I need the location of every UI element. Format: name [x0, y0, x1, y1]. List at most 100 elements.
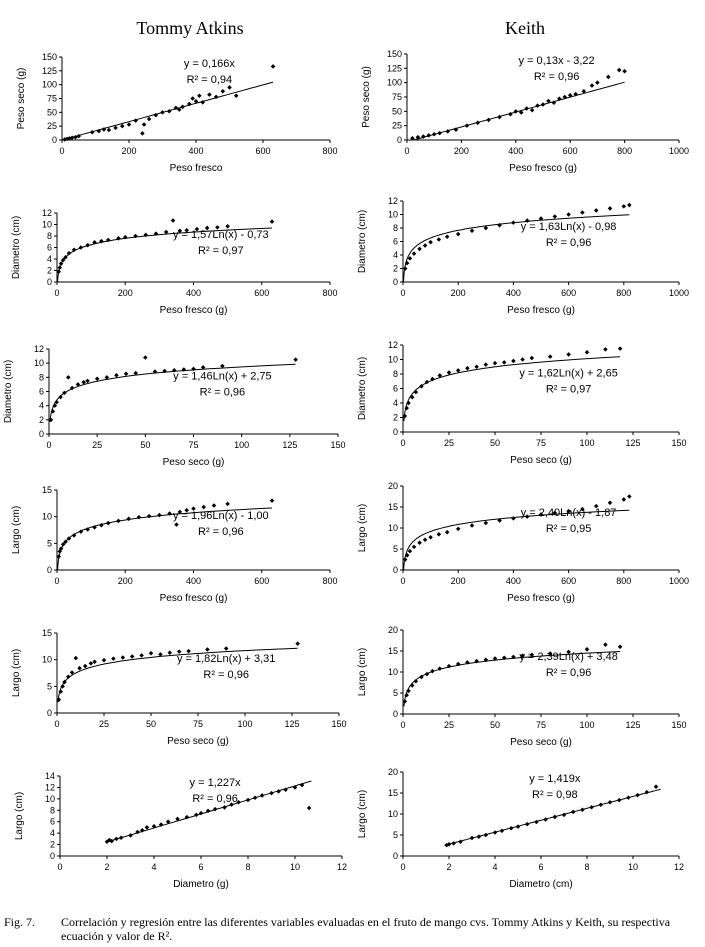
y-tick-label: 75 — [392, 92, 402, 102]
data-point — [162, 368, 167, 374]
x-tick-label: 100 — [579, 438, 594, 448]
x-tick-label: 10 — [628, 862, 638, 872]
y-tick-label: 12 — [45, 782, 55, 792]
y-axis-label: Largo (cm) — [11, 506, 22, 554]
data-point — [66, 674, 71, 679]
x-tick-label: 600 — [254, 288, 269, 298]
caption-text: Correlación y regresión entre las difere… — [61, 915, 671, 943]
x-tick-label: 100 — [237, 719, 252, 729]
data-point — [225, 501, 230, 507]
x-tick-label: 200 — [454, 146, 469, 156]
data-point — [584, 349, 590, 355]
data-point — [428, 534, 433, 540]
x-axis-label: Peso fresco (g) — [160, 305, 228, 316]
x-tick-label: 400 — [186, 288, 201, 298]
data-point — [566, 352, 571, 357]
x-axis-label: Peso fresco (g) — [509, 163, 577, 174]
y-tick-label: 10 — [388, 210, 398, 220]
x-tick-label: 50 — [140, 440, 150, 450]
x-tick-label: 12 — [337, 862, 347, 872]
r-squared-label: R² = 0,96 — [534, 71, 580, 83]
data-point — [402, 557, 408, 562]
data-point — [469, 228, 475, 233]
data-point — [547, 651, 553, 656]
data-point — [85, 378, 90, 384]
x-tick-label: 125 — [282, 440, 297, 450]
y-tick-label: 50 — [47, 107, 57, 117]
data-point — [437, 373, 443, 378]
data-point — [492, 656, 498, 661]
data-point — [529, 355, 535, 361]
x-tick-label: 150 — [671, 720, 686, 730]
data-point — [464, 123, 470, 128]
x-tick-label: 2 — [446, 862, 451, 872]
x-tick-label: 200 — [121, 146, 136, 156]
data-point — [128, 833, 133, 838]
data-point — [419, 384, 424, 389]
y-tick-label: 0 — [47, 565, 52, 575]
y-axis-label: Peso seco (g) — [16, 68, 27, 130]
data-point — [455, 526, 461, 532]
data-point — [497, 518, 502, 523]
y-tick-label: 0 — [393, 427, 398, 437]
data-point — [166, 108, 172, 114]
y-axis-label: Largo (cm) — [357, 648, 368, 696]
y-tick-label: 5 — [393, 688, 398, 698]
data-point — [483, 362, 489, 367]
x-tick-label: 150 — [671, 438, 686, 448]
x-tick-label: 800 — [322, 576, 337, 586]
y-tick-label: 5 — [47, 681, 52, 691]
data-point — [190, 96, 195, 101]
y-tick-label: 8 — [47, 231, 52, 241]
data-point — [269, 498, 275, 503]
x-tick-label: 600 — [561, 288, 576, 298]
data-point — [453, 127, 459, 132]
data-point — [445, 129, 451, 134]
x-tick-label: 125 — [625, 720, 640, 730]
x-tick-label: 800 — [617, 146, 632, 156]
regression-equation: y = 0,166x — [184, 58, 236, 70]
x-tick-label: 600 — [563, 146, 578, 156]
data-point — [455, 661, 461, 667]
fit-curve — [403, 356, 621, 421]
y-tick-label: 6 — [47, 243, 52, 253]
data-point — [194, 812, 199, 818]
data-point — [497, 114, 502, 120]
y-tick-label: 0 — [393, 565, 398, 575]
data-point — [458, 839, 463, 844]
data-point — [430, 668, 435, 674]
y-tick-label: 0 — [47, 708, 52, 718]
y-tick-label: 2 — [39, 415, 44, 425]
data-point — [607, 799, 613, 805]
data-point — [627, 494, 632, 499]
data-point — [62, 390, 67, 396]
x-tick-label: 10 — [290, 862, 300, 872]
data-point — [306, 805, 312, 811]
x-tick-label: 4 — [151, 862, 156, 872]
data-point — [146, 116, 152, 122]
y-tick-label: 0 — [39, 429, 44, 439]
y-tick-label: 0 — [393, 851, 398, 861]
data-point — [653, 784, 659, 789]
data-point — [122, 234, 128, 240]
r-squared-label: R² = 0,96 — [192, 793, 238, 805]
data-point — [603, 347, 608, 352]
data-point — [69, 135, 75, 141]
y-tick-label: 8 — [50, 805, 55, 815]
y-tick-label: 8 — [393, 223, 398, 233]
data-point — [144, 825, 150, 830]
data-point — [486, 117, 491, 123]
x-axis-label: Peso fresco (g) — [507, 305, 575, 316]
chart-12: 0 2 4 6 8 10 12 0 5 10 15 20 Diametro (cm) Largo (cm)… — [357, 767, 684, 890]
x-tick-label: 800 — [616, 288, 631, 298]
data-point — [407, 548, 413, 554]
data-point — [534, 819, 539, 825]
caption-label: Fig. 7. — [4, 915, 36, 929]
x-tick-label: 25 — [99, 719, 109, 729]
chart-4: 0 200 400 600 800 1000 0 2 4 6 8 10 12 Peso fresco (g… — [357, 196, 689, 316]
data-point — [570, 809, 576, 815]
data-point — [129, 654, 135, 659]
data-point — [404, 553, 410, 558]
